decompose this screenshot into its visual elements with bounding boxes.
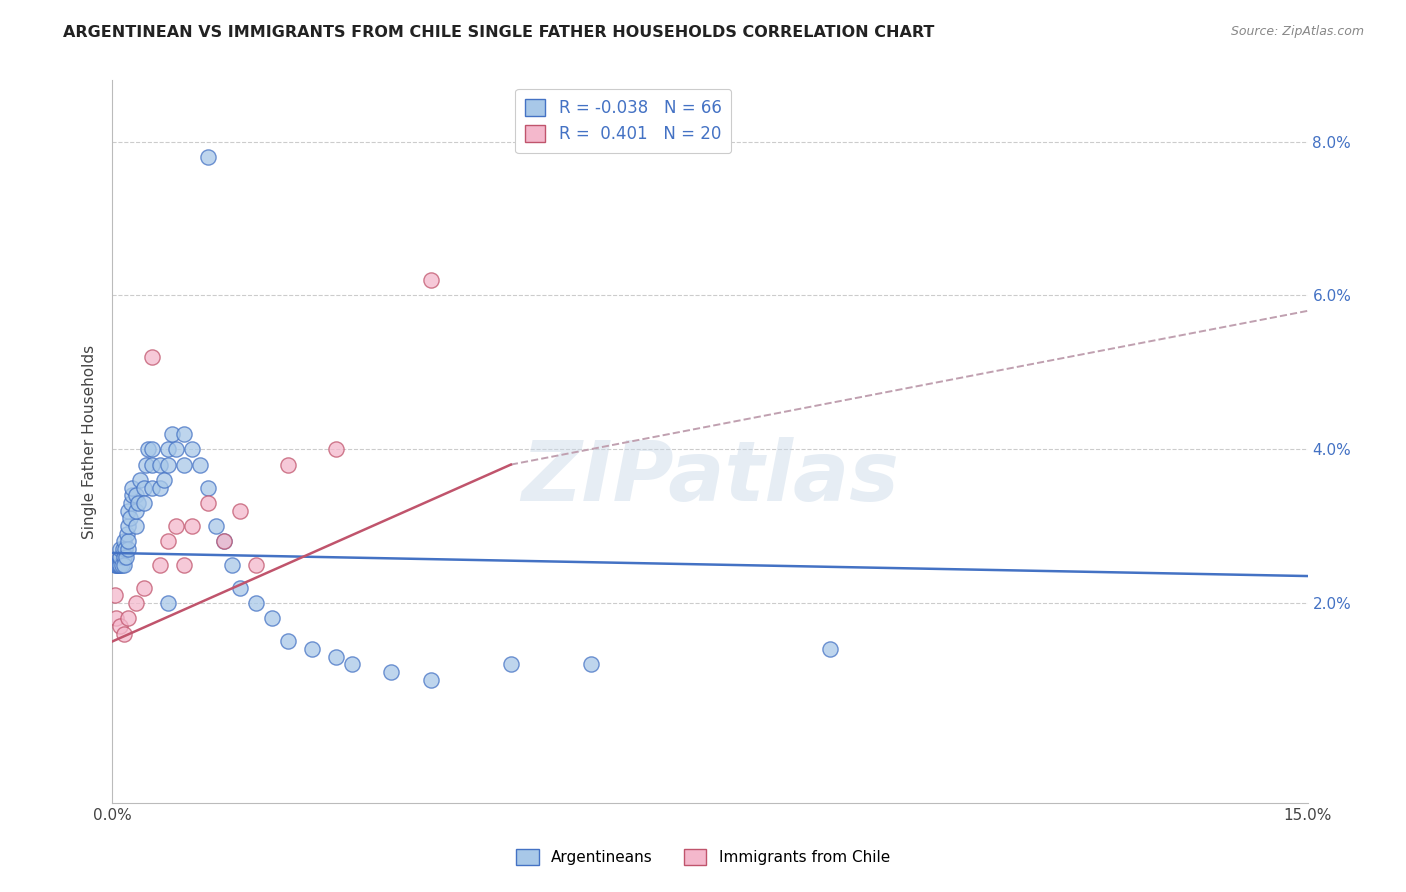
- Text: ARGENTINEAN VS IMMIGRANTS FROM CHILE SINGLE FATHER HOUSEHOLDS CORRELATION CHART: ARGENTINEAN VS IMMIGRANTS FROM CHILE SIN…: [63, 25, 935, 40]
- Point: [118, 511, 141, 525]
- Point: [420, 673, 443, 687]
- Point: [115, 549, 138, 564]
- Point: [125, 488, 148, 502]
- Point: [277, 634, 299, 648]
- Point: [141, 350, 163, 364]
- Point: [212, 534, 235, 549]
- Point: [340, 657, 363, 672]
- Point: [134, 481, 156, 495]
- Point: [420, 273, 443, 287]
- Point: [149, 458, 172, 472]
- Point: [117, 519, 139, 533]
- Point: [104, 588, 127, 602]
- Point: [197, 481, 219, 495]
- Point: [229, 581, 252, 595]
- Point: [114, 534, 135, 549]
- Point: [134, 496, 156, 510]
- Point: [111, 558, 134, 572]
- Point: [129, 473, 152, 487]
- Point: [112, 549, 135, 564]
- Point: [117, 542, 139, 557]
- Point: [141, 458, 163, 472]
- Point: [138, 442, 160, 457]
- Point: [260, 611, 283, 625]
- Point: [114, 558, 135, 572]
- Point: [127, 496, 149, 510]
- Point: [188, 458, 211, 472]
- Point: [157, 596, 180, 610]
- Point: [135, 458, 157, 472]
- Point: [134, 581, 156, 595]
- Point: [173, 426, 195, 441]
- Point: [181, 519, 204, 533]
- Point: [229, 504, 252, 518]
- Point: [120, 496, 142, 510]
- Point: [110, 542, 132, 557]
- Point: [114, 626, 135, 640]
- Legend: Argentineans, Immigrants from Chile: Argentineans, Immigrants from Chile: [510, 843, 896, 871]
- Point: [114, 542, 136, 557]
- Point: [157, 442, 180, 457]
- Point: [117, 534, 139, 549]
- Point: [104, 558, 127, 572]
- Point: [818, 642, 841, 657]
- Point: [153, 473, 176, 487]
- Point: [111, 542, 134, 557]
- Legend: R = -0.038   N = 66, R =  0.401   N = 20: R = -0.038 N = 66, R = 0.401 N = 20: [515, 88, 731, 153]
- Point: [380, 665, 402, 680]
- Y-axis label: Single Father Households: Single Father Households: [82, 344, 97, 539]
- Point: [212, 534, 235, 549]
- Point: [165, 442, 187, 457]
- Point: [121, 481, 143, 495]
- Point: [125, 504, 148, 518]
- Point: [162, 426, 183, 441]
- Point: [277, 458, 299, 472]
- Text: Source: ZipAtlas.com: Source: ZipAtlas.com: [1230, 25, 1364, 38]
- Point: [245, 558, 267, 572]
- Point: [149, 558, 172, 572]
- Point: [149, 481, 172, 495]
- Point: [141, 481, 163, 495]
- Point: [141, 442, 163, 457]
- Point: [108, 549, 131, 564]
- Point: [117, 611, 139, 625]
- Point: [105, 558, 128, 572]
- Point: [325, 442, 347, 457]
- Point: [221, 558, 243, 572]
- Point: [110, 558, 132, 572]
- Point: [105, 611, 128, 625]
- Point: [157, 534, 180, 549]
- Point: [110, 549, 132, 564]
- Point: [205, 519, 228, 533]
- Point: [245, 596, 267, 610]
- Point: [499, 657, 522, 672]
- Point: [173, 558, 195, 572]
- Point: [115, 526, 138, 541]
- Point: [108, 558, 131, 572]
- Point: [157, 458, 180, 472]
- Point: [121, 488, 143, 502]
- Point: [117, 504, 139, 518]
- Point: [325, 649, 347, 664]
- Point: [165, 519, 187, 533]
- Point: [110, 619, 132, 633]
- Point: [125, 519, 148, 533]
- Point: [173, 458, 195, 472]
- Point: [107, 558, 129, 572]
- Point: [301, 642, 323, 657]
- Point: [125, 596, 148, 610]
- Point: [105, 558, 128, 572]
- Point: [579, 657, 602, 672]
- Point: [181, 442, 204, 457]
- Point: [197, 150, 219, 164]
- Point: [197, 496, 219, 510]
- Text: ZIPatlas: ZIPatlas: [522, 437, 898, 518]
